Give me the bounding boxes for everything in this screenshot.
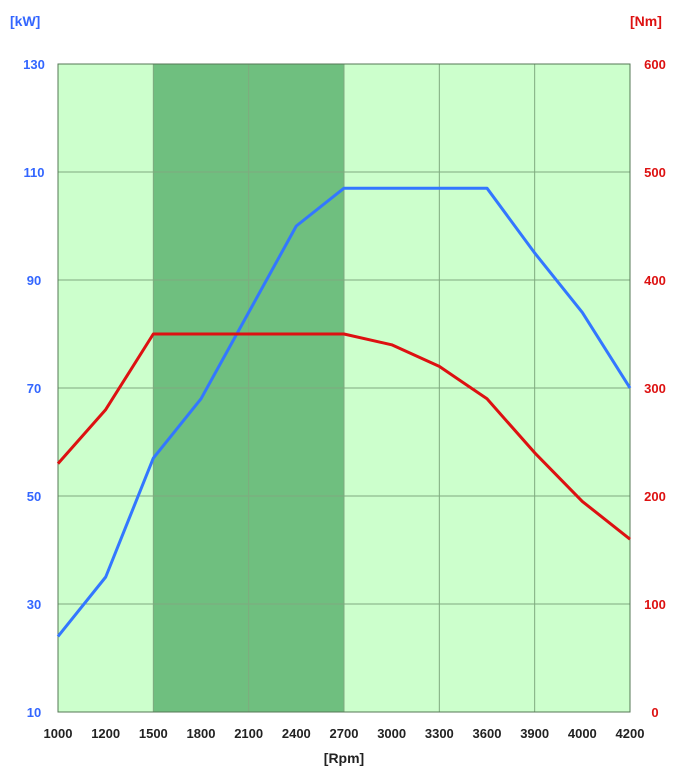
- x-tick-label: 1800: [187, 726, 216, 741]
- x-tick-label: 3000: [377, 726, 406, 741]
- right-tick-label: 100: [644, 597, 666, 612]
- x-tick-label: 3900: [520, 726, 549, 741]
- x-tick-label: 1000: [44, 726, 73, 741]
- x-tick-label: 2400: [282, 726, 311, 741]
- x-tick-label: 4000: [568, 726, 597, 741]
- left-tick-label: 10: [27, 705, 41, 720]
- left-tick-label: 110: [24, 165, 45, 180]
- x-tick-label: 3300: [425, 726, 454, 741]
- right-tick-label: 400: [644, 273, 666, 288]
- torque-line: [56, 332, 631, 541]
- x-tick-label: 2100: [234, 726, 263, 741]
- right-tick-label: 200: [644, 489, 666, 504]
- x-axis-label: [Rpm]: [324, 750, 364, 766]
- x-tick-label: 1500: [139, 726, 168, 741]
- left-tick-label: 130: [23, 57, 45, 72]
- left-tick-label: 30: [27, 597, 41, 612]
- right-tick-label: 300: [644, 381, 666, 396]
- left-tick-label: 70: [27, 381, 41, 396]
- x-tick-label: 4200: [616, 726, 645, 741]
- x-tick-label: 2700: [330, 726, 359, 741]
- left-axis-ticks: 10 30 50 70 90 110 130: [23, 57, 45, 720]
- power-line: [56, 186, 632, 638]
- right-tick-label: 500: [644, 165, 666, 180]
- grid-lines: [58, 64, 630, 712]
- x-tick-label: 3600: [473, 726, 502, 741]
- x-axis-ticks: 1000 1200 1500 1800 2100 2400 2700 3000 3300 3600…: [44, 726, 645, 741]
- x-tick-label: 1200: [91, 726, 120, 741]
- left-tick-label: 50: [27, 489, 41, 504]
- right-axis-unit: [Nm]: [630, 13, 662, 29]
- right-axis-ticks: 0 100 200 300 400 500 600: [644, 57, 666, 720]
- series-layer: [56, 186, 632, 638]
- left-axis-unit: [kW]: [10, 13, 40, 29]
- right-tick-label: 600: [644, 57, 666, 72]
- right-tick-label: 0: [651, 705, 658, 720]
- left-tick-label: 90: [27, 273, 41, 288]
